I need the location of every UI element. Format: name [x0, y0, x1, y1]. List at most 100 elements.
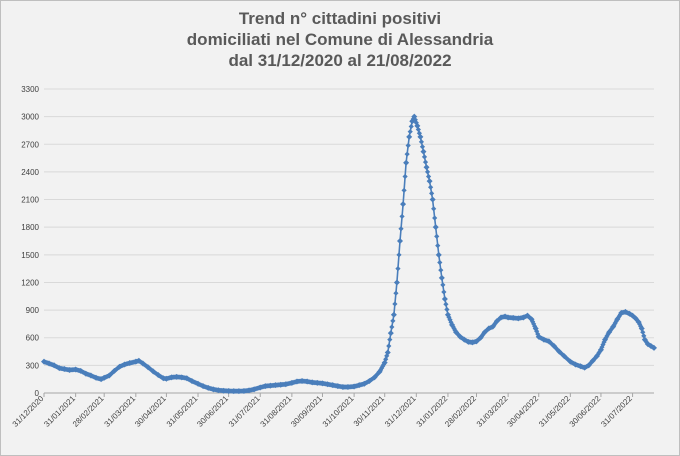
data-marker: [404, 151, 410, 157]
data-marker: [401, 187, 407, 193]
series-line-path: [43, 115, 655, 392]
data-marker: [597, 348, 603, 354]
data-marker: [625, 310, 632, 316]
y-tick-label: 900: [26, 306, 40, 315]
x-tick-label: 28/02/2022: [443, 394, 478, 429]
data-marker: [432, 215, 438, 221]
data-marker: [399, 213, 405, 220]
x-tick-label: 31/07/2021: [227, 394, 262, 429]
data-marker: [392, 301, 398, 307]
data-marker: [415, 126, 421, 133]
data-marker: [120, 362, 127, 368]
data-marker: [550, 342, 556, 348]
data-point: [393, 279, 400, 286]
data-marker: [452, 327, 458, 333]
x-tick-label: 31/12/2020: [11, 394, 46, 429]
data-marker: [443, 301, 449, 307]
data-marker: [396, 252, 402, 258]
data-marker: [419, 144, 426, 150]
data-marker: [609, 325, 615, 331]
data-marker: [149, 367, 155, 374]
data-marker: [159, 375, 165, 381]
data-marker: [431, 206, 437, 212]
data-marker: [418, 139, 425, 145]
data-marker: [82, 370, 88, 376]
data-marker: [535, 331, 541, 337]
data-marker: [393, 290, 399, 296]
data-marker: [632, 314, 638, 321]
data-marker: [640, 329, 646, 335]
x-tick-label: 31/12/2021: [383, 394, 418, 429]
y-tick-label: 3000: [21, 113, 39, 122]
data-marker: [407, 129, 413, 135]
x-tick-label: 30/06/2022: [568, 394, 603, 429]
data-marker: [489, 324, 495, 330]
data-point: [423, 164, 430, 171]
data-marker: [413, 120, 419, 126]
data-marker: [398, 226, 404, 232]
data-marker: [532, 323, 538, 329]
data-marker: [50, 362, 56, 368]
data-marker: [100, 375, 106, 381]
y-tick-label: 1800: [21, 223, 39, 232]
x-tick-label: 30/09/2021: [289, 394, 324, 429]
data-marker: [115, 364, 122, 371]
data-marker: [408, 123, 414, 130]
data-marker: [531, 321, 537, 327]
data-marker: [540, 336, 546, 342]
data-marker: [402, 173, 408, 180]
data-marker: [641, 333, 647, 339]
data-point: [420, 148, 427, 155]
y-tick-label: 2400: [21, 168, 39, 177]
data-point: [387, 330, 394, 337]
data-marker: [384, 353, 390, 359]
data-marker: [448, 319, 454, 325]
data-marker: [424, 169, 431, 175]
data-point: [438, 274, 445, 281]
data-marker: [650, 344, 656, 350]
gridlines: [44, 88, 654, 394]
data-marker: [440, 282, 446, 288]
data-marker: [628, 312, 635, 318]
data-marker: [603, 335, 609, 341]
y-axis: 0 300 600 900 1200 1500 1800 2100 2400 2700 3000 33…: [21, 85, 39, 398]
y-tick-label: 2700: [21, 140, 39, 149]
data-marker: [593, 354, 599, 360]
data-marker: [444, 306, 450, 313]
y-tick-label: 600: [26, 334, 40, 343]
data-point: [426, 178, 433, 185]
chart-title-line-2: domiciliati nel Comune di Alessandria: [186, 30, 494, 49]
data-marker: [576, 363, 583, 369]
data-marker: [428, 184, 434, 190]
data-marker: [635, 318, 641, 324]
data-marker: [92, 374, 98, 380]
data-marker: [441, 289, 447, 295]
y-tick-label: 1500: [21, 251, 39, 260]
data-marker: [604, 333, 610, 339]
data-marker: [139, 360, 145, 366]
data-marker: [644, 340, 650, 346]
data-marker: [596, 350, 602, 356]
data-marker: [438, 267, 444, 273]
data-marker: [601, 339, 607, 345]
data-marker: [612, 320, 618, 326]
data-marker: [481, 330, 487, 337]
data-marker: [595, 351, 601, 358]
data-marker: [386, 343, 392, 349]
data-point: [441, 296, 448, 303]
data-marker: [530, 319, 536, 325]
data-marker: [437, 259, 443, 266]
y-tick-label: 2100: [21, 196, 39, 205]
y-tick-label: 0: [35, 389, 40, 398]
data-marker: [493, 319, 499, 326]
data-marker: [429, 190, 435, 197]
x-tick-label: 28/02/2021: [71, 394, 106, 429]
data-marker: [617, 311, 623, 318]
data-marker: [637, 321, 643, 327]
data-marker: [485, 326, 491, 333]
data-marker: [204, 384, 210, 391]
data-marker: [421, 154, 428, 160]
data-marker: [405, 142, 411, 149]
data-marker: [434, 233, 440, 239]
